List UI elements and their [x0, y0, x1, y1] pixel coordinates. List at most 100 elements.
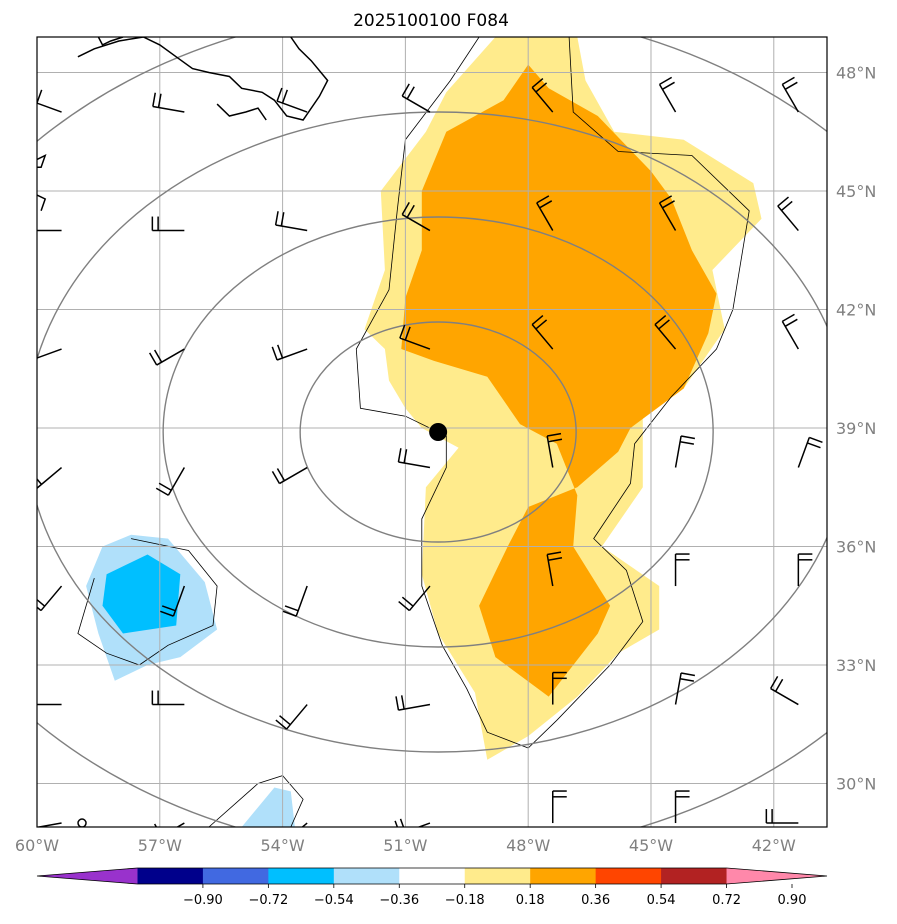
wind-barb — [37, 703, 62, 706]
lon-tick-label: 60°W — [15, 836, 59, 855]
map-frame — [36, 36, 828, 828]
lon-tick-label: 54°W — [261, 836, 305, 855]
wind-barb — [552, 671, 567, 705]
lon-tick-label: 42°W — [752, 836, 796, 855]
wind-barb — [401, 83, 431, 113]
wind-barb — [781, 313, 799, 350]
lon-tick-label: 45°W — [629, 836, 673, 855]
filled-region-3 — [102, 554, 181, 634]
wind-barb — [37, 585, 63, 612]
colorbar-tick-label: 0.18 — [516, 893, 545, 908]
colorbar-tick-label: −0.18 — [445, 893, 485, 908]
coastline-segment-4 — [97, 37, 124, 46]
colorbar-segment — [399, 868, 466, 884]
center-marker — [429, 423, 448, 441]
wind-barb — [152, 92, 185, 113]
colorbar-segment — [333, 868, 400, 884]
colorbar-tick-label: −0.54 — [314, 893, 354, 908]
wind-barb — [658, 76, 677, 113]
wind-barb — [765, 809, 799, 824]
wind-barb — [37, 89, 62, 113]
wind-barb — [37, 229, 62, 232]
colorbar-segment — [595, 868, 662, 884]
wind-barb — [271, 466, 308, 485]
colorbar-tick-label: 0.72 — [712, 893, 741, 908]
colorbar-segment — [530, 868, 597, 884]
colorbar-tick-label: −0.36 — [379, 893, 419, 908]
coastline — [37, 37, 329, 827]
wind-barb — [546, 432, 563, 468]
lat-tick-label: 42°N — [836, 301, 876, 320]
wind-barb — [282, 585, 308, 617]
wind-barb — [276, 87, 308, 113]
wind-barb — [531, 77, 554, 113]
lat-tick-label: 45°N — [836, 182, 876, 201]
colorbar-tick-label: −0.90 — [183, 893, 223, 908]
wind-barb — [397, 448, 431, 469]
wind-barb — [155, 467, 186, 496]
lat-tick-label: 48°N — [836, 64, 876, 83]
wind-barb — [531, 314, 554, 350]
coastline-island — [77, 818, 87, 827]
wind-barb — [151, 216, 185, 232]
wind-barb — [769, 676, 799, 706]
wind-barbs — [37, 76, 823, 827]
colorbar-outline — [36, 867, 828, 885]
colorbar-extend-low — [37, 868, 138, 884]
filled-region-1 — [401, 64, 717, 697]
colorbar-segment — [464, 868, 531, 884]
coastline-segment-2 — [37, 194, 47, 212]
wind-barb — [674, 672, 696, 705]
wind-barb — [674, 435, 696, 468]
range-ring-0 — [299, 321, 577, 543]
wind-barb — [275, 704, 308, 730]
colorbar-extend-high — [726, 868, 827, 884]
wind-barb — [151, 690, 185, 706]
wind-barb — [398, 585, 431, 612]
colorbar-tick-label: −0.72 — [248, 893, 288, 908]
lat-tick-label: 39°N — [836, 419, 876, 438]
lat-tick-label: 36°N — [836, 538, 876, 557]
wind-barb — [37, 466, 63, 489]
lon-tick-label: 57°W — [138, 836, 182, 855]
wind-barb — [654, 314, 677, 350]
lon-tick-label: 48°W — [506, 836, 550, 855]
wind-barb — [271, 344, 308, 361]
wind-barb — [781, 76, 799, 113]
wind-barb — [674, 553, 690, 587]
wind-barb — [148, 348, 185, 366]
wind-barb — [395, 695, 431, 711]
wind-barb — [401, 202, 431, 232]
wind-barb — [160, 585, 186, 617]
colorbar-tick-label: 0.36 — [581, 893, 610, 908]
wind-barb — [777, 196, 799, 232]
colorbar-tick-label: 0.54 — [647, 893, 676, 908]
wind-barb — [37, 822, 62, 827]
wind-barb — [394, 818, 431, 827]
coastline-segment-1 — [216, 103, 267, 121]
latitude-tick-labels: 30°N 33°N 36°N 39°N 42°N 45°N 48°N — [836, 64, 876, 794]
wind-barb — [797, 436, 823, 468]
longitude-tick-labels: 60°W 57°W 54°W 51°W 48°W 45°W 42°W — [15, 836, 796, 855]
lat-tick-label: 30°N — [836, 775, 876, 794]
range-ring-1 — [162, 216, 714, 648]
chart-title: 2025100100 F084 — [353, 11, 509, 31]
wind-barb — [274, 211, 308, 232]
colorbar-segment — [202, 868, 269, 884]
colorbar-segment — [268, 868, 335, 884]
wind-barb — [399, 324, 431, 350]
lat-lon-gridlines — [37, 37, 827, 827]
storm-center — [429, 423, 448, 441]
wind-barb — [552, 790, 567, 824]
filled-region-4 — [241, 787, 295, 827]
wind-barb — [37, 348, 62, 359]
wind-barb — [536, 195, 554, 231]
wind-barb — [149, 822, 185, 827]
contour-line-1 — [77, 538, 218, 666]
wind-barb — [658, 195, 677, 231]
lon-tick-label: 51°W — [383, 836, 427, 855]
range-ring-2 — [37, 111, 827, 753]
